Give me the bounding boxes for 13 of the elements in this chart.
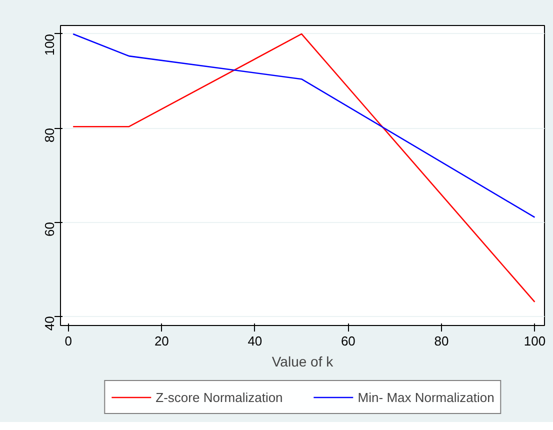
x-tick-label: 0 <box>64 334 72 348</box>
x-tick-label: 80 <box>434 334 449 348</box>
x-axis-title: Value of k <box>272 354 334 370</box>
legend-label: Min- Max Normalization <box>358 390 494 404</box>
y-tick-label: 40 <box>42 316 57 331</box>
y-tick-label: 100 <box>42 34 57 56</box>
x-tick-label: 40 <box>248 334 262 348</box>
legend-label: Z-score Normalization <box>156 390 283 404</box>
x-tick-label: 20 <box>154 334 169 348</box>
x-tick-label: 60 <box>340 334 356 348</box>
y-tick-label: 80 <box>42 128 57 142</box>
x-tick-label: 100 <box>524 334 546 348</box>
y-tick-label: 60 <box>42 222 57 237</box>
